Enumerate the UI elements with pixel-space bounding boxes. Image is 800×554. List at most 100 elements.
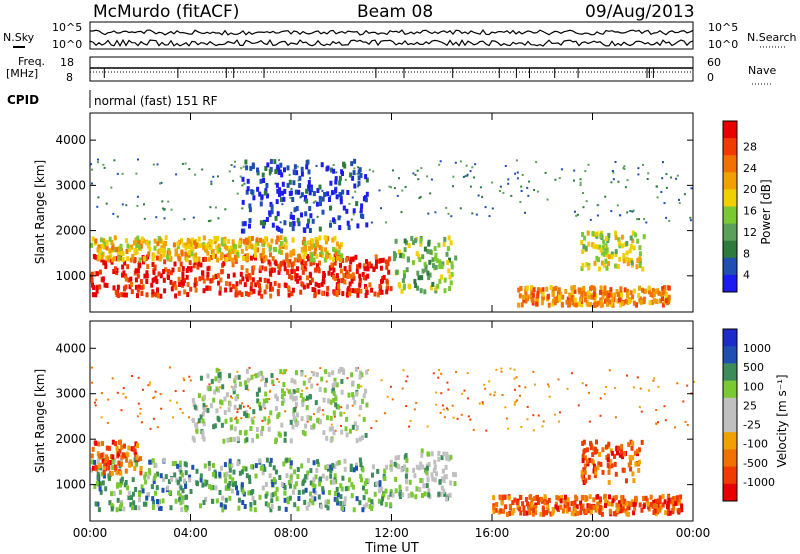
- speckle-cell: [415, 401, 418, 404]
- data-cell: [360, 372, 364, 378]
- data-cell: [374, 263, 378, 269]
- velocity-colorbar-label: Velocity [m s⁻¹]: [775, 374, 789, 467]
- data-cell: [300, 166, 304, 172]
- data-cell: [181, 281, 185, 287]
- data-cell: [166, 485, 170, 491]
- speckle-cell: [473, 176, 475, 179]
- data-cell: [403, 464, 407, 470]
- speckle-cell: [182, 389, 185, 392]
- data-cell: [232, 469, 236, 475]
- data-cell: [302, 254, 306, 260]
- data-cell: [367, 497, 371, 503]
- data-cell: [294, 481, 298, 487]
- data-cell: [216, 235, 220, 241]
- speckle-cell: [560, 168, 563, 171]
- data-cell: [559, 291, 563, 297]
- speckle-cell: [519, 201, 522, 203]
- data-cell: [628, 248, 632, 254]
- data-cell: [628, 455, 632, 460]
- data-cell: [143, 273, 147, 279]
- data-cell: [315, 201, 319, 207]
- data-cell: [637, 447, 641, 453]
- data-cell: [415, 251, 419, 257]
- speckle-cell: [640, 410, 643, 413]
- data-cell: [177, 290, 181, 296]
- data-cell: [311, 500, 315, 506]
- data-cell: [157, 271, 161, 277]
- data-cell: [350, 493, 354, 499]
- data-cell: [364, 174, 368, 180]
- data-cell: [307, 378, 311, 384]
- data-cell: [280, 394, 284, 400]
- data-cell: [258, 405, 262, 411]
- data-cell: [329, 473, 333, 479]
- data-cell: [315, 372, 319, 378]
- data-cell: [343, 266, 347, 272]
- data-cell: [178, 460, 182, 466]
- data-cell: [181, 495, 185, 501]
- data-cell: [418, 487, 422, 492]
- data-cell: [620, 499, 624, 505]
- speckle-cell: [603, 393, 606, 395]
- data-cell: [362, 393, 366, 399]
- data-cell: [631, 238, 635, 244]
- data-cell: [131, 253, 135, 259]
- data-cell: [295, 273, 299, 279]
- data-cell: [332, 387, 335, 393]
- data-cell: [224, 478, 228, 484]
- data-cell: [231, 477, 235, 483]
- data-cell: [666, 511, 670, 517]
- data-cell: [102, 473, 106, 479]
- data-cell: [601, 447, 605, 453]
- speckle-cell: [388, 185, 391, 188]
- speckle-cell: [356, 367, 359, 369]
- data-cell: [100, 471, 104, 477]
- data-cell: [564, 289, 568, 294]
- data-cell: [293, 379, 297, 385]
- data-cell: [433, 477, 437, 483]
- data-cell: [169, 270, 173, 276]
- speckle-cell: [278, 159, 280, 162]
- data-cell: [382, 274, 386, 280]
- data-cell: [656, 288, 660, 294]
- data-cell: [228, 462, 232, 468]
- data-cell: [672, 505, 676, 511]
- data-cell: [620, 292, 623, 298]
- data-cell: [378, 480, 382, 486]
- data-cell: [433, 464, 437, 470]
- data-cell: [157, 236, 161, 242]
- freq-traces: [90, 67, 693, 78]
- data-cell: [397, 455, 401, 460]
- data-cell: [515, 500, 519, 506]
- speckle-cell: [122, 392, 125, 395]
- data-cell: [357, 175, 361, 181]
- data-cell: [635, 264, 639, 270]
- data-cell: [309, 491, 312, 497]
- data-cell: [277, 226, 281, 232]
- speckle-cell: [325, 380, 328, 383]
- data-cell: [419, 288, 423, 294]
- data-cell: [383, 476, 387, 481]
- data-cell: [107, 255, 111, 261]
- data-cell: [294, 395, 298, 401]
- data-cell: [431, 281, 435, 287]
- data-cell: [614, 230, 617, 236]
- data-cell: [614, 495, 618, 501]
- speckle-cell: [179, 407, 182, 410]
- data-cell: [90, 242, 94, 248]
- data-cell: [275, 496, 279, 502]
- data-cell: [500, 500, 504, 506]
- data-cell: [254, 373, 258, 379]
- speckle-cell: [596, 214, 599, 217]
- data-cell: [636, 238, 640, 244]
- data-cell: [131, 477, 135, 483]
- data-cell: [217, 417, 221, 423]
- data-cell: [320, 281, 324, 287]
- speckle-cell: [288, 173, 291, 176]
- data-cell: [398, 484, 402, 490]
- speckle-cell: [541, 425, 544, 428]
- data-cell: [578, 301, 581, 307]
- data-cell: [522, 297, 526, 303]
- speckle-cell: [507, 427, 510, 430]
- data-cell: [244, 159, 248, 165]
